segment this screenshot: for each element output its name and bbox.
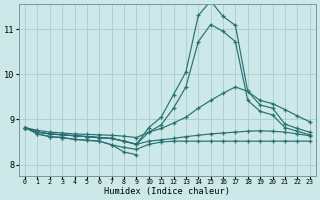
X-axis label: Humidex (Indice chaleur): Humidex (Indice chaleur) — [104, 187, 230, 196]
